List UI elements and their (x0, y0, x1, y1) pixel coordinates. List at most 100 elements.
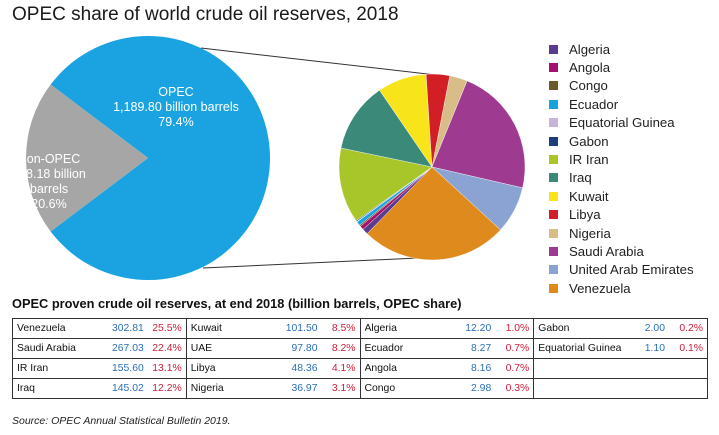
table-cell: UAE 97.80 8.2% (185, 338, 361, 359)
legend-item-nigeria: Nigeria (549, 224, 694, 242)
country-name: UAE (190, 343, 213, 354)
country-name: Nigeria (190, 383, 224, 394)
opec-share: 3.1% (331, 383, 356, 394)
opec-slice-label: OPEC 1,189.80 billion barrels 79.4% (113, 85, 239, 129)
legend-label: IR Iran (569, 152, 609, 168)
opec-share: 0.3% (505, 383, 530, 394)
reserve-value: 97.80 (291, 343, 318, 354)
legend-item-kuwait: Kuwait (549, 187, 694, 205)
table-cell: Congo 2.98 0.3% (359, 378, 535, 399)
reserve-value: 12.20 (465, 323, 492, 334)
legend-swatch (549, 191, 558, 201)
legend-item-gabon: Gabon (549, 132, 694, 150)
country-name: IR Iran (17, 363, 49, 374)
non-opec-slice-label: Non-OPEC 308.18 billion barrels 20.6% (12, 152, 86, 211)
reserve-value: 8.27 (471, 343, 492, 354)
world-reserves-labels: OPEC 1,189.80 billion barrels 79.4% Non-OPE… (12, 85, 239, 211)
table-title: OPEC proven crude oil reserves, at end 2… (12, 296, 462, 311)
legend-label: Nigeria (569, 225, 611, 241)
country-name: Gabon (538, 323, 570, 334)
saudi-arabia-slice (431, 80, 526, 189)
legend-swatch (549, 228, 558, 238)
legend-label: Libya (569, 207, 601, 223)
opec-share: 1.0% (505, 323, 530, 334)
country-name: Equatorial Guinea (538, 343, 622, 354)
legend-swatch (549, 155, 558, 165)
country-name: Angola (364, 363, 397, 374)
legend-swatch (549, 118, 558, 128)
country-name: Kuwait (190, 323, 222, 334)
reserve-value: 145.02 (111, 383, 144, 394)
legend-label: Venezuela (569, 280, 631, 296)
legend-label: Iraq (569, 170, 592, 186)
legend-swatch (549, 210, 558, 220)
legend-swatch (549, 44, 558, 54)
opec-share: 12.2% (152, 383, 182, 394)
legend-item-libya: Libya (549, 206, 694, 224)
country-name: Saudi Arabia (17, 343, 76, 354)
world-reserves-pie (26, 35, 271, 281)
legend: Algeria Angola Congo Ecuador Equatorial Guin… (549, 40, 694, 297)
table-cell: Kuwait 101.50 8.5% (185, 318, 361, 339)
reserve-value: 1.10 (644, 343, 665, 354)
legend-label: Kuwait (569, 188, 609, 204)
libya-slice (425, 73, 450, 168)
legend-item-ecuador: Ecuador (549, 95, 694, 113)
legend-label: Saudi Arabia (569, 243, 644, 259)
legend-swatch (549, 63, 558, 73)
table-cell: Nigeria 36.97 3.1% (185, 378, 361, 399)
country-name: Venezuela (17, 323, 66, 334)
table-cell: Algeria 12.20 1.0% (359, 318, 535, 339)
connector-lines (200, 47, 437, 269)
legend-item-venezuela: Venezuela (549, 279, 694, 297)
table-cell (533, 378, 708, 399)
opec-share: 0.1% (679, 343, 703, 354)
legend-item-angola: Angola (549, 58, 694, 76)
country-name: Algeria (364, 323, 397, 334)
legend-label: Angola (569, 60, 611, 76)
country-name: Iraq (17, 383, 35, 394)
table-cell: Saudi Arabia 267.03 22.4% (12, 338, 187, 359)
table-cell (533, 358, 708, 379)
opec-share: 4.1% (331, 363, 356, 374)
opec-share: 13.1% (152, 363, 182, 374)
legend-label: United Arab Emirates (569, 262, 694, 278)
legend-swatch (549, 81, 558, 91)
table-row: Venezuela 302.81 25.5% Kuwait 101.50 8.5% Alge… (12, 318, 708, 339)
legend-swatch (549, 265, 558, 275)
venezuela-slice (366, 166, 501, 261)
table-cell: Venezuela 302.81 25.5% (12, 318, 187, 339)
opec-share: 0.7% (505, 343, 530, 354)
legend-label: Ecuador (569, 96, 619, 112)
reserve-value: 267.03 (111, 343, 144, 354)
opec-share: 8.2% (331, 343, 356, 354)
legend-item-iraq: Iraq (549, 169, 694, 187)
reserves-table: Venezuela 302.81 25.5% Kuwait 101.50 8.5% Alge… (12, 318, 708, 399)
legend-item-algeria: Algeria (549, 40, 694, 58)
country-name: Ecuador (364, 343, 404, 354)
opec-share: 25.5% (152, 323, 182, 334)
chart-title: OPEC share of world crude oil reserves, … (12, 4, 399, 25)
reserve-value: 2.00 (644, 323, 665, 334)
reserve-value: 101.50 (285, 323, 318, 334)
reserve-value: 8.16 (471, 363, 492, 374)
legend-label: Equatorial Guinea (569, 115, 675, 131)
iraq-slice (340, 89, 433, 168)
reserve-value: 36.97 (291, 383, 318, 394)
reserve-value: 48.36 (291, 363, 318, 374)
legend-swatch (549, 173, 558, 183)
table-row: Iraq 145.02 12.2% Nigeria 36.97 3.1% Congo 2.98… (12, 378, 708, 399)
table-cell: IR Iran 155.60 13.1% (12, 358, 187, 379)
legend-label: Gabon (569, 133, 609, 149)
opec-share: 0.7% (505, 363, 530, 374)
pie-charts: OPEC 1,189.80 billion barrels 79.4% Non-OPE… (12, 35, 526, 281)
table-cell: Libya 48.36 4.1% (185, 358, 361, 379)
opec-share: 0.2% (679, 323, 703, 334)
non-opec-slice (26, 84, 148, 232)
opec-slice (50, 35, 271, 281)
table-cell: Ecuador 8.27 0.7% (359, 338, 535, 359)
legend-item-saudi-arabia: Saudi Arabia (549, 242, 694, 260)
table-cell: Equatorial Guinea 1.10 0.1% (533, 338, 708, 359)
reserve-value: 2.98 (471, 383, 492, 394)
legend-swatch (549, 283, 558, 293)
